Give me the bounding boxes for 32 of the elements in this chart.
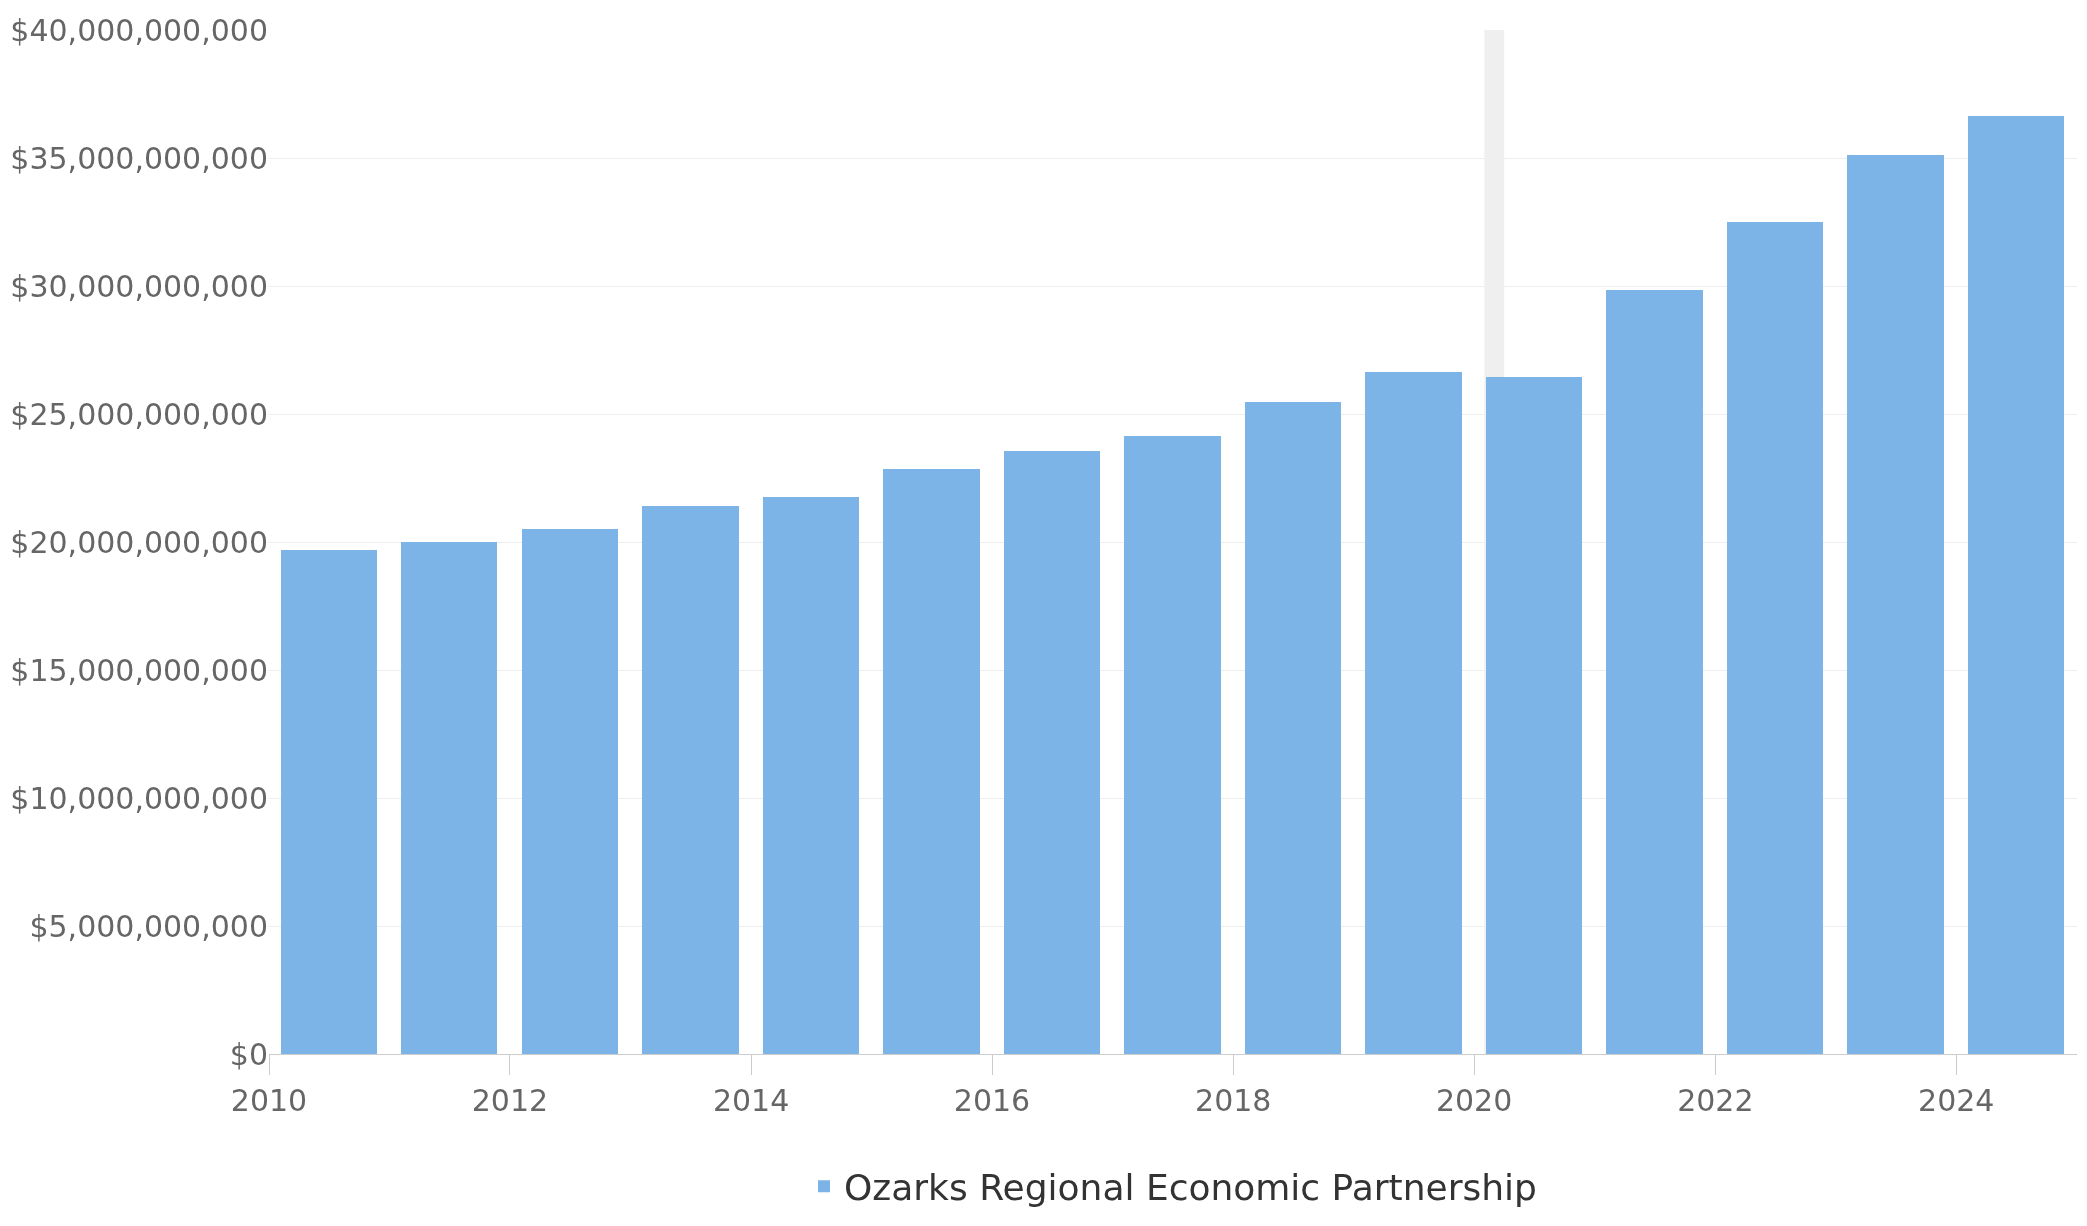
y-tick-label: $35,000,000,000 [10,140,268,176]
bar [1124,436,1221,1054]
bar [1245,402,1341,1054]
x-tick-label: 2014 [712,1083,790,1118]
bar [1004,451,1100,1054]
bar [1365,372,1462,1054]
y-tick-label: $5,000,000,000 [29,908,268,944]
bar [522,529,618,1054]
x-tick-label: 2010 [230,1083,308,1118]
bar [1847,155,1944,1054]
y-tick-label: $10,000,000,000 [10,780,268,816]
y-tick-label: $30,000,000,000 [10,268,268,304]
x-tick-label: 2016 [953,1083,1031,1118]
x-tick-label: 2020 [1435,1083,1513,1118]
y-tick-label: $40,000,000,000 [10,12,268,48]
legend-label: Ozarks Regional Economic Partnership [844,1167,1537,1209]
x-tick-label: 2022 [1677,1083,1754,1118]
bar [1606,290,1703,1054]
bar [1968,116,2064,1054]
bar [642,506,739,1054]
y-tick-label: $15,000,000,000 [10,652,268,688]
bar [401,542,497,1054]
y-tick-label: $25,000,000,000 [10,396,268,432]
bar [281,550,377,1054]
x-tick-label: 2012 [471,1083,549,1118]
bar [883,469,980,1054]
x-tick-label: 2018 [1195,1083,1272,1118]
y-tick-label: $0 [229,1036,268,1072]
y-tick-label: $20,000,000,000 [10,524,268,560]
bar [763,497,859,1054]
x-tick-label: 2024 [1918,1083,1995,1118]
bar [1727,222,1823,1054]
